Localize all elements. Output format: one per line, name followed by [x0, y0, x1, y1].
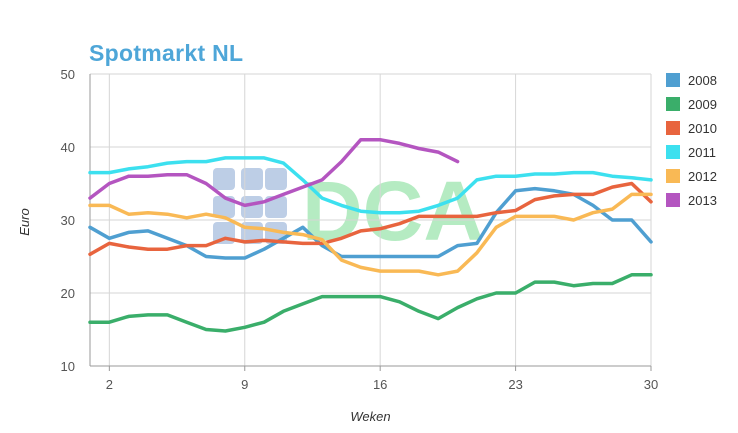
- y-tick-label: 50: [61, 67, 75, 82]
- legend-label-2012: 2012: [688, 169, 717, 184]
- series-line-2011: [88, 156, 653, 215]
- legend-swatch-2012: [666, 169, 680, 183]
- legend-label-2011: 2011: [688, 145, 716, 160]
- x-tick-label: 2: [106, 377, 113, 392]
- legend-label-2008: 2008: [688, 73, 717, 88]
- watermark-block: [241, 168, 263, 190]
- series-line-2012: [88, 192, 653, 277]
- y-axis-label: Euro: [17, 208, 32, 235]
- chart-title: Spotmarkt NL: [89, 40, 244, 66]
- legend-swatch-2008: [666, 73, 680, 87]
- legend: 2008 2009 2010 2011 2012 2013: [666, 73, 717, 208]
- watermark-logo: DCA: [213, 164, 484, 258]
- series-line-2009: [88, 273, 653, 333]
- y-tick-label: 10: [61, 359, 75, 374]
- series-line-2010: [88, 181, 653, 257]
- legend-label-2010: 2010: [688, 121, 717, 136]
- x-tick-label: 30: [644, 377, 658, 392]
- legend-label-2013: 2013: [688, 193, 717, 208]
- legend-swatch-2010: [666, 121, 680, 135]
- x-tick-label: 9: [241, 377, 248, 392]
- x-axis-label: Weken: [350, 409, 390, 424]
- axes: 10 20 30 40 50 2 9 16 23 30 Weken Euro: [17, 67, 658, 424]
- legend-label-2009: 2009: [688, 97, 717, 112]
- y-tick-label: 30: [61, 213, 75, 228]
- watermark-block: [265, 168, 287, 190]
- watermark-graphic: DCA: [213, 164, 484, 258]
- x-tick-label: 16: [373, 377, 387, 392]
- series-lines: [88, 137, 653, 333]
- watermark-block: [265, 196, 287, 218]
- series-line-2008: [88, 186, 653, 260]
- y-tick-label: 20: [61, 286, 75, 301]
- series-line-2013: [88, 137, 460, 208]
- watermark-block: [213, 168, 235, 190]
- legend-swatch-2009: [666, 97, 680, 111]
- legend-swatch-2011: [666, 145, 680, 159]
- y-tick-label: 40: [61, 140, 75, 155]
- legend-swatch-2013: [666, 193, 680, 207]
- x-tick-label: 23: [508, 377, 522, 392]
